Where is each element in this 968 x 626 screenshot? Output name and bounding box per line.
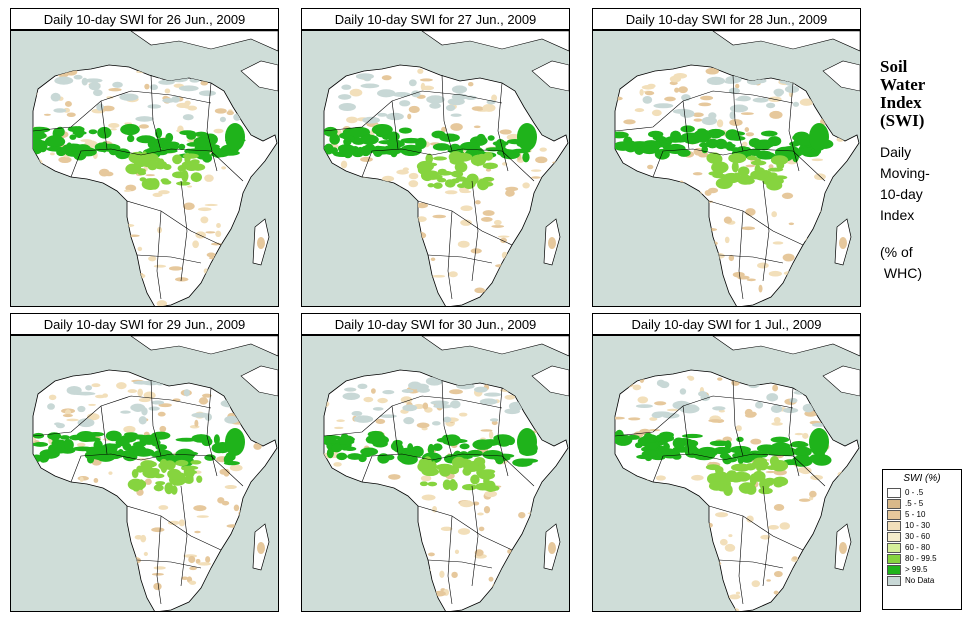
legend-swatch — [887, 520, 901, 531]
africa-map-svg — [593, 31, 860, 306]
map-panel: Daily 10-day SWI for 30 Jun., 2009 — [301, 313, 570, 612]
legend-swatch — [887, 531, 901, 542]
legend-label: .5 - 5 — [905, 499, 924, 508]
sidebar-subtitle: Daily Moving- 10-day Index — [880, 142, 965, 226]
sidebar-subtitle-line: Index — [880, 207, 915, 223]
africa-map — [301, 30, 570, 307]
africa-map — [10, 30, 279, 307]
legend-swatch — [887, 542, 901, 553]
legend-item: 10 - 30 — [887, 520, 957, 531]
legend-label: 80 - 99.5 — [905, 554, 937, 563]
legend-item: 30 - 60 — [887, 531, 957, 542]
africa-map-svg — [11, 336, 278, 611]
africa-map-svg — [302, 336, 569, 611]
legend-item: 60 - 80 — [887, 542, 957, 553]
panel-title: Daily 10-day SWI for 30 Jun., 2009 — [301, 313, 570, 335]
africa-map-svg — [11, 31, 278, 306]
legend-label: 30 - 60 — [905, 532, 930, 541]
sidebar-title-line: Index — [880, 93, 922, 112]
map-panel: Daily 10-day SWI for 1 Jul., 2009 — [592, 313, 861, 612]
sidebar-title-line: Water — [880, 75, 926, 94]
legend-label: 5 - 10 — [905, 510, 926, 519]
sidebar: Soil Water Index (SWI) Daily Moving- 10-… — [880, 58, 965, 284]
panel-title: Daily 10-day SWI for 26 Jun., 2009 — [10, 8, 279, 30]
sidebar-subtitle-line: Daily — [880, 144, 912, 160]
legend-swatch — [887, 575, 901, 586]
map-panel: Daily 10-day SWI for 29 Jun., 2009 — [10, 313, 279, 612]
legend-label: 60 - 80 — [905, 543, 930, 552]
africa-map-svg — [302, 31, 569, 306]
africa-landmass — [614, 369, 860, 611]
africa-map-svg — [593, 336, 860, 611]
panel-title: Daily 10-day SWI for 1 Jul., 2009 — [592, 313, 861, 335]
legend-label: 10 - 30 — [905, 521, 930, 530]
legend-item: > 99.5 — [887, 564, 957, 575]
sidebar-unit-line: (% of — [880, 244, 913, 260]
panel-title: Daily 10-day SWI for 29 Jun., 2009 — [10, 313, 279, 335]
sidebar-title: Soil Water Index (SWI) — [880, 58, 965, 130]
africa-landmass — [32, 369, 278, 611]
legend-swatch — [887, 553, 901, 564]
legend-swatch — [887, 564, 901, 575]
legend: SWI (%) 0 - .5 .5 - 5 5 - 10 10 - 30 30 - 60… — [882, 469, 962, 610]
legend-item: 80 - 99.5 — [887, 553, 957, 564]
sidebar-subtitle-line: Moving- — [880, 165, 930, 181]
legend-label: 0 - .5 — [905, 488, 924, 497]
africa-landmass — [614, 64, 860, 306]
africa-map — [10, 335, 279, 612]
map-panel: Daily 10-day SWI for 28 Jun., 2009 — [592, 8, 861, 307]
legend-item: .5 - 5 — [887, 498, 957, 509]
legend-swatch — [887, 509, 901, 520]
panel-title: Daily 10-day SWI for 28 Jun., 2009 — [592, 8, 861, 30]
legend-swatch — [887, 498, 901, 509]
sidebar-title-line: (SWI) — [880, 111, 925, 130]
sidebar-unit: (% of WHC) — [880, 242, 965, 284]
sidebar-unit-line: WHC) — [880, 265, 922, 281]
map-panel: Daily 10-day SWI for 26 Jun., 2009 — [10, 8, 279, 307]
legend-swatch — [887, 487, 901, 498]
africa-map — [301, 335, 570, 612]
map-panel: Daily 10-day SWI for 27 Jun., 2009 — [301, 8, 570, 307]
legend-label: > 99.5 — [905, 565, 928, 574]
legend-label: No Data — [905, 576, 935, 585]
africa-map — [592, 335, 861, 612]
legend-item: 0 - .5 — [887, 487, 957, 498]
legend-item: 5 - 10 — [887, 509, 957, 520]
legend-item: No Data — [887, 575, 957, 586]
legend-title: SWI (%) — [903, 473, 941, 484]
panel-title: Daily 10-day SWI for 27 Jun., 2009 — [301, 8, 570, 30]
sidebar-subtitle-line: 10-day — [880, 186, 923, 202]
sidebar-title-line: Soil — [880, 57, 908, 76]
africa-map — [592, 30, 861, 307]
